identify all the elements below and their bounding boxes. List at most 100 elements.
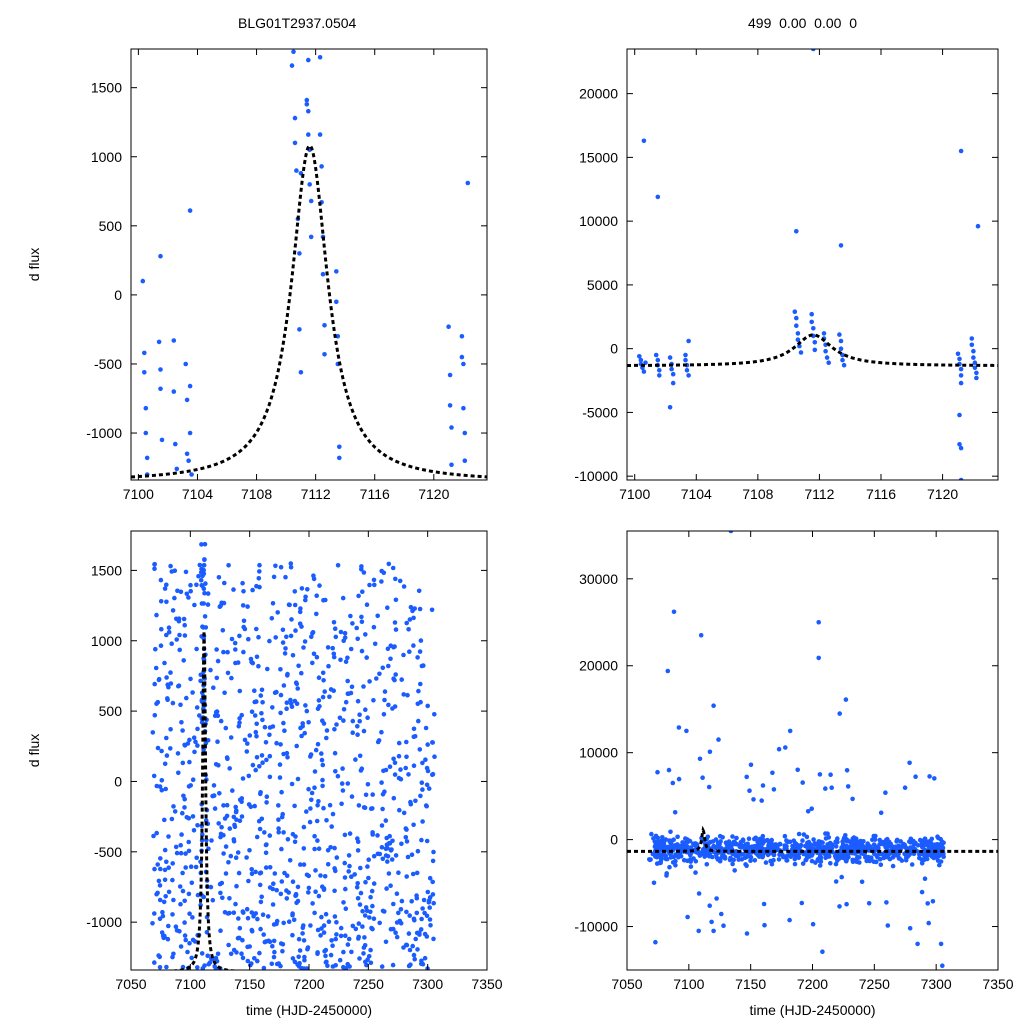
- x-tick-label: 7112: [804, 486, 834, 502]
- data-point: [198, 859, 203, 865]
- data-point: [235, 935, 241, 941]
- data-point: [284, 706, 289, 711]
- data-point: [360, 589, 365, 594]
- data-point: [404, 754, 409, 760]
- data-point: [938, 941, 944, 947]
- data-point: [907, 926, 913, 931]
- data-point: [929, 841, 934, 846]
- data-point: [334, 269, 339, 274]
- data-point: [858, 844, 864, 849]
- y-axis-label: d flux: [26, 734, 42, 767]
- data-point: [327, 802, 333, 808]
- data-point: [365, 715, 370, 720]
- data-point: [418, 638, 424, 643]
- data-point: [312, 846, 317, 852]
- data-point: [894, 839, 899, 844]
- data-point: [694, 842, 700, 848]
- data-point: [383, 939, 389, 945]
- data-point: [320, 777, 325, 783]
- data-point: [427, 917, 433, 922]
- data-point: [685, 914, 690, 920]
- data-point: [162, 867, 168, 873]
- data-point: [795, 767, 800, 773]
- data-point: [688, 864, 694, 869]
- data-point: [283, 574, 288, 580]
- data-point: [398, 921, 404, 926]
- data-point: [228, 951, 234, 957]
- data-point: [181, 658, 186, 663]
- data-point: [407, 913, 413, 918]
- data-point: [833, 861, 839, 867]
- data-point: [361, 951, 366, 956]
- data-point: [252, 713, 258, 718]
- data-point: [290, 932, 295, 938]
- data-point: [281, 830, 286, 835]
- data-point: [722, 855, 727, 861]
- data-point: [295, 898, 301, 904]
- data-point: [177, 884, 183, 889]
- data-point: [298, 725, 303, 731]
- data-points: [647, 531, 946, 968]
- data-point: [658, 860, 663, 866]
- data-point: [759, 798, 764, 803]
- data-point: [282, 651, 288, 656]
- data-point: [744, 774, 749, 780]
- data-point: [159, 787, 165, 793]
- data-point: [368, 909, 373, 915]
- data-point: [884, 900, 889, 905]
- data-point: [162, 817, 167, 823]
- data-point: [186, 458, 191, 464]
- data-point: [343, 659, 349, 664]
- data-point: [842, 844, 848, 850]
- data-point: [171, 338, 177, 343]
- data-point: [913, 774, 918, 779]
- data-point: [399, 677, 405, 682]
- data-point: [262, 724, 268, 730]
- data-point: [223, 871, 229, 876]
- data-point: [331, 620, 337, 625]
- data-point: [297, 609, 303, 615]
- data-point: [411, 615, 416, 621]
- data-point: [301, 923, 306, 928]
- data-point: [219, 880, 225, 886]
- data-point: [711, 928, 716, 934]
- data-point: [290, 879, 296, 884]
- data-point: [330, 964, 336, 969]
- data-point: [202, 614, 208, 619]
- data-point: [431, 900, 437, 906]
- data-point: [411, 726, 417, 732]
- data-point: [299, 586, 305, 591]
- x-tick-label: 7350: [982, 976, 1013, 992]
- data-point: [172, 568, 178, 573]
- data-point: [788, 854, 794, 859]
- data-point: [222, 580, 227, 586]
- x-tick-label: 7120: [927, 486, 958, 502]
- data-point: [174, 466, 180, 472]
- data-point: [341, 707, 347, 712]
- data-point: [284, 750, 290, 756]
- data-point: [267, 865, 273, 870]
- data-point: [420, 906, 425, 911]
- data-point: [291, 917, 297, 923]
- data-point: [345, 942, 351, 947]
- data-point: [303, 703, 308, 708]
- data-point: [686, 373, 691, 378]
- data-point: [387, 841, 393, 846]
- data-point: [340, 788, 346, 793]
- data-point: [275, 610, 281, 615]
- data-point: [321, 598, 326, 603]
- data-point: [278, 667, 283, 672]
- data-point: [223, 725, 229, 731]
- data-point: [828, 861, 833, 866]
- y-tick-label: 30000: [579, 571, 618, 587]
- data-point: [693, 859, 699, 864]
- data-point: [306, 132, 311, 137]
- data-point: [200, 625, 206, 630]
- data-point: [403, 765, 409, 771]
- data-point: [306, 57, 311, 63]
- data-point: [896, 856, 902, 861]
- y-tick-label: -10000: [574, 468, 618, 484]
- data-point: [748, 854, 754, 860]
- data-point: [172, 595, 177, 601]
- data-point: [253, 626, 259, 632]
